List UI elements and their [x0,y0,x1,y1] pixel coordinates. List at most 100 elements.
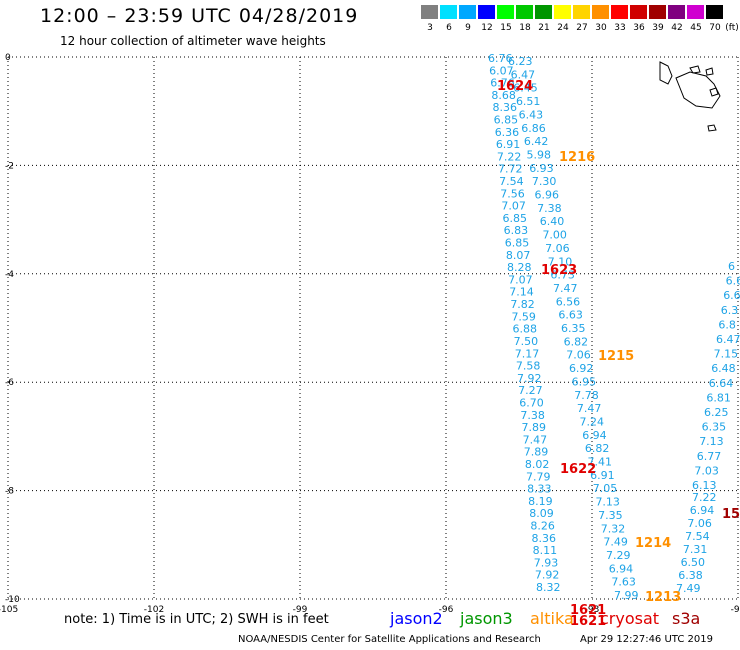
lon-tick-label: -93 [585,605,600,615]
swh-value: 7.93 [534,556,559,569]
swh-value: 5.98 [527,148,552,161]
legend-swatch [706,5,723,19]
swh-value: 7.78 [574,389,599,402]
s3a-label: s3a [672,609,701,628]
swh-value: 8.36 [532,532,557,545]
swh-value: 6.56 [556,295,581,308]
swh-value: 7.00 [542,229,567,242]
legend-swatch [592,5,609,19]
legend-label: 30 [595,23,607,33]
swh-value: 7.47 [553,282,578,295]
galapagos-coastline [659,61,721,132]
swh-tracks: 6.766.076.768.688.366.856.366.917.227.72… [488,52,740,602]
legend-swatch [687,5,704,19]
swh-value: 6.47 [716,333,740,346]
swh-value: 7.30 [532,175,557,188]
swh-value: 7.63 [611,576,636,589]
lat-tick-label: -2 [5,161,14,171]
legend-swatch [649,5,666,19]
swh-value: 7.72 [498,163,523,176]
swh-value: 8.28 [507,261,532,274]
pass-time-label: 1621 [570,603,606,618]
pass-time-label: 1621 [570,614,606,629]
swh-value: 6.86 [521,122,546,135]
swh-value: 6.88 [513,323,538,336]
pass-time-label: 1622 [560,462,596,477]
legend-swatch [478,5,495,19]
swh-value: 6.85 [505,237,529,250]
swh-value: 7.47 [577,402,602,415]
swh-value: 7.99 [614,589,639,602]
swh-value: 6.94 [582,429,607,442]
swh-value: 6.40 [540,215,565,228]
swh-value: 7.49 [676,582,701,595]
swh-value: 6.48 [711,362,736,375]
swh-value: 7.06 [687,517,712,530]
swh-value: 7.07 [501,200,526,213]
legend-label: 21 [538,23,550,33]
swh-value: 7.32 [601,522,626,535]
swh-value: 6.91 [496,138,521,151]
timestamp-text: Apr 29 12:27:46 UTC 2019 [580,634,713,645]
legend-swatch [440,5,457,19]
swh-value: 7.13 [699,435,724,448]
swh-value: 8.07 [506,249,531,262]
lon-tick-label: -102 [144,605,164,615]
swh-value: 6.6 [726,275,740,288]
swh-value: 7.24 [580,415,605,428]
legend-label: 3 [427,23,433,33]
chart-title: 12:00 – 23:59 UTC 04/28/2019 [40,5,359,27]
swh-value: 7.05 [593,482,618,495]
swh-value: 6.92 [569,362,594,375]
swh-value: 8.32 [536,581,561,594]
swh-value: 7.92 [517,372,542,385]
swh-value: 6.36 [495,126,519,139]
graticule [7,56,739,600]
lon-tick-label: -105 [0,605,18,615]
swh-value: 6.63 [558,309,583,322]
swh-value: 6.85 [503,212,527,225]
legend-label: 36 [633,23,645,33]
swh-value: 6.82 [585,442,610,455]
lat-tick-label: 0 [5,53,11,63]
legend-swatch [516,5,533,19]
swh-value: 7.59 [511,310,536,323]
swh-value: 7.22 [692,491,717,504]
lat-tick-label: -10 [5,595,20,605]
swh-value: 8.26 [530,519,555,532]
cryosat-label: cryosat [600,609,660,628]
swh-value: 6.83 [504,224,529,237]
swh-value: 6.35 [561,322,586,335]
swh-value: 8.36 [492,101,516,114]
swh-value: 6.07 [489,64,514,77]
lat-tick-label: -8 [5,487,14,497]
swh-value: 6.51 [516,95,541,108]
swh-value: 6.6 [723,289,740,302]
legend-swatch [459,5,476,19]
lon-tick-label: -99 [293,605,308,615]
legend-label: 18 [519,23,531,33]
jason2-label: jason2 [390,609,443,628]
swh-value: 7.89 [524,446,549,459]
chart-subtitle: 12 hour collection of altimeter wave hei… [60,34,326,48]
swh-value: 6.81 [706,391,731,404]
swh-value: 7.56 [500,187,524,200]
swh-value: 6.8 [718,318,736,331]
swh-value: 6.94 [690,504,715,517]
swh-value: 7.22 [497,150,522,163]
swh-value: 7.54 [685,530,710,543]
swh-value: 7.35 [598,509,623,522]
swh-value: 6.70 [519,396,544,409]
swh-value: 7.27 [518,384,543,397]
swh-value: 6.47 [511,68,536,81]
axis-ticks: -105 -102 -99 -96 -93 -90 0 -2 -4 -6 -8 -10 [0,53,740,615]
swh-value: 8.68 [491,89,516,102]
swh-value: 8.33 [527,483,552,496]
swh-value: 6.25 [704,406,729,419]
swh-value: 6.50 [681,556,706,569]
swh-value: 7.06 [545,242,570,255]
pass-time-label: 1623 [541,263,577,278]
legend-swatch [630,5,647,19]
